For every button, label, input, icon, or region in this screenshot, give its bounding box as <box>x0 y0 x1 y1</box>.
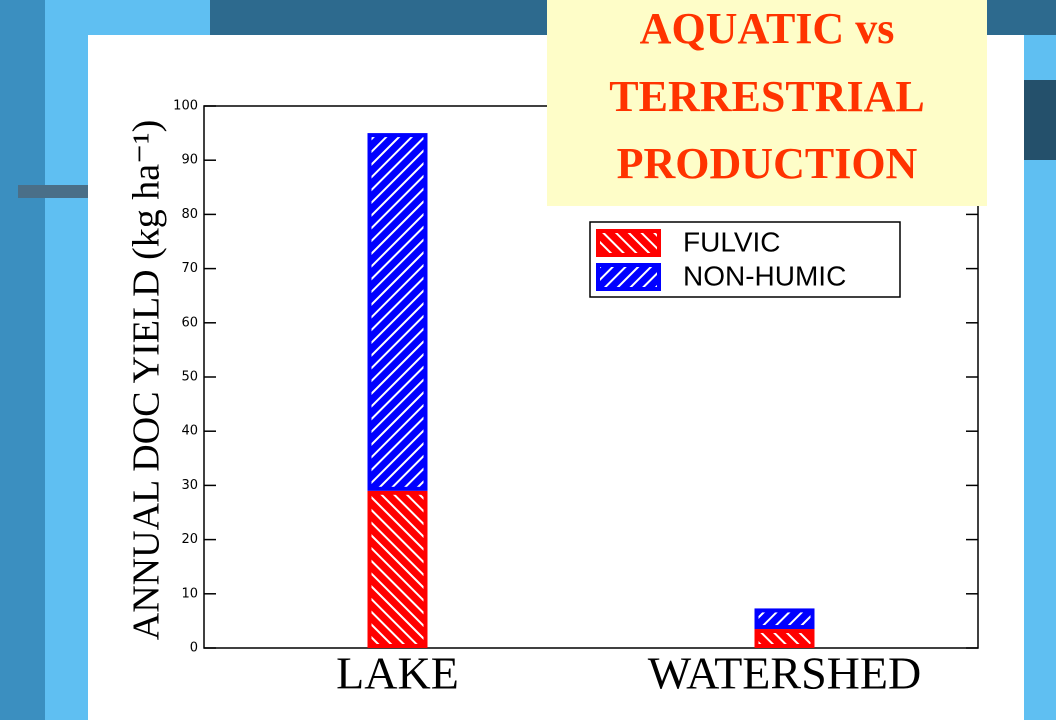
y-tick-label: 30 <box>181 478 198 493</box>
chart-title: PRODUCTION <box>617 139 918 188</box>
legend-swatch <box>596 263 661 291</box>
y-tick-label: 50 <box>181 370 198 385</box>
y-tick-label: 80 <box>181 207 198 222</box>
x-tick-label: LAKE <box>336 648 459 699</box>
y-tick-label: 60 <box>181 315 198 330</box>
slide-deco <box>1024 80 1056 160</box>
y-tick-label: 20 <box>181 532 198 547</box>
title-box <box>547 0 987 206</box>
y-tick-label: 70 <box>181 261 198 276</box>
y-tick-label: 90 <box>181 153 198 168</box>
bar-segment <box>754 629 815 649</box>
slide-deco <box>0 0 45 720</box>
chart-title: TERRESTRIAL <box>609 72 924 121</box>
legend-label: FULVIC <box>683 226 781 257</box>
bar-segment <box>367 133 428 491</box>
y-tick-label: 40 <box>181 424 198 439</box>
bar-segment <box>367 490 428 648</box>
x-tick-label: WATERSHED <box>648 648 921 699</box>
legend-label: NON-HUMIC <box>683 260 846 291</box>
y-tick-label: 10 <box>181 586 198 601</box>
y-tick-label: 100 <box>173 99 198 114</box>
bar-segment <box>754 608 815 630</box>
chart-title: AQUATIC vs <box>640 4 895 53</box>
y-tick-label: 0 <box>190 641 198 656</box>
slide-deco <box>18 185 88 198</box>
y-axis-label: ANNUAL DOC YIELD (kg ha⁻¹) <box>126 120 168 640</box>
legend-swatch <box>596 229 661 257</box>
